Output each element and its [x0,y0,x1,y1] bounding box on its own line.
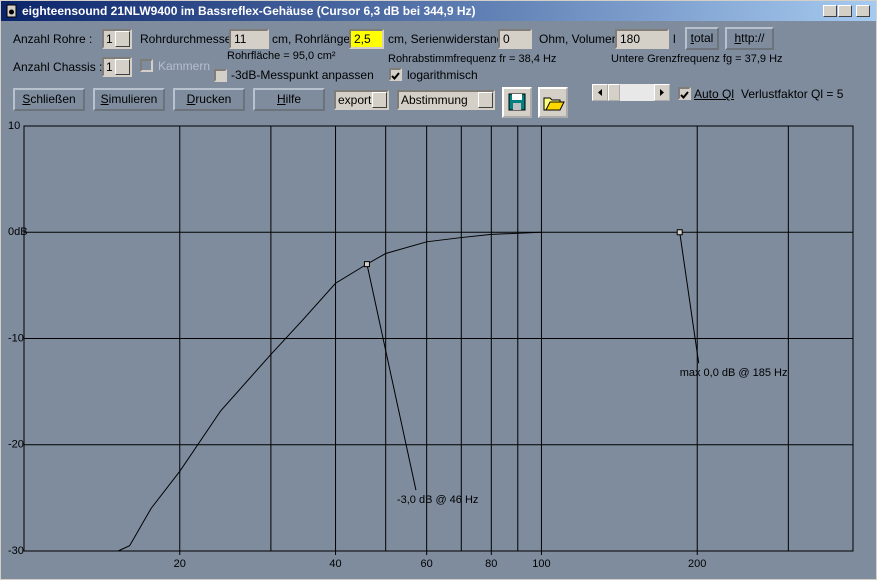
x-tick-label: 60 [421,558,433,570]
input[interactable]: 2,5 [349,29,384,49]
button[interactable]: total [685,27,719,50]
maximize-button[interactable] [838,5,852,17]
x-tick-label: 100 [532,558,550,570]
arrow-icon [660,89,664,96]
button[interactable]: Drucken [173,88,245,111]
button[interactable]: Schließen [13,88,85,111]
info-text: Rohrfläche = 95,0 cm² [227,50,336,62]
leader-line [366,264,417,491]
scroll-right[interactable] [654,84,670,101]
checkbox[interactable] [389,68,402,81]
dropdown-value: export [338,93,372,107]
arrow-icon [598,89,602,96]
dropdown-value: 1 [106,60,113,74]
y-tick-label: -20 [8,439,24,451]
y-tick-label: -10 [8,332,24,344]
label: logarithmisch [407,68,478,82]
label: Anzahl Chassis : [13,60,103,74]
annotation-label: max 0,0 dB @ 185 Hz [680,367,788,379]
input[interactable]: 0 [498,29,532,49]
dropdown[interactable]: 1 [102,57,132,77]
label: cm, Serienwiderstand [388,32,504,46]
info-text: Rohrabstimmfrequenz fr = 38,4 Hz [388,53,557,65]
input[interactable]: 180 [615,29,669,49]
label: Kammern [158,59,211,73]
info-text: Verlustfaktor Ql = 5 [741,87,844,101]
y-tick-label: 0dB [8,226,28,238]
dropdown-arrow [372,92,387,108]
button[interactable]: Simulieren [93,88,165,111]
x-tick-label: 20 [174,558,186,570]
label: Auto Ql [694,87,735,101]
annotation-marker [676,229,683,236]
x-tick-label: 40 [329,558,341,570]
save-button[interactable] [502,87,532,118]
label: l [673,32,676,46]
info-text: Untere Grenzfrequenz fg = 37,9 Hz [611,53,783,65]
window-title: eighteensound 21NLW9400 im Bassreflex-Ge… [22,4,476,18]
annotation-marker [363,261,370,268]
checkbox[interactable] [678,87,691,100]
leader-line [679,232,700,364]
label: -3dB-Messpunkt anpassen [231,68,374,82]
open-button[interactable] [538,87,568,118]
scroll-thumb[interactable] [608,84,620,101]
x-tick-label: 200 [688,558,706,570]
button[interactable]: Hilfe [253,88,325,111]
dropdown-arrow [115,59,130,75]
minimize-button[interactable] [823,5,837,17]
label: cm, Rohrlänge [272,32,351,46]
dropdown[interactable]: Abstimmung [397,90,495,110]
label: Ohm, Volumen [539,32,619,46]
annotation-label: -3,0 dB @ 46 Hz [397,494,478,506]
input[interactable]: 11 [229,29,269,49]
checkbox[interactable] [214,69,227,82]
x-tick-label: 80 [485,558,497,570]
button[interactable]: http:// [725,27,774,50]
y-tick-label: -30 [8,545,24,557]
title-bar: eighteensound 21NLW9400 im Bassreflex-Ge… [1,1,876,21]
label: Rohrdurchmesser [140,32,236,46]
response-curve [117,231,542,552]
scroll-left[interactable] [592,84,608,101]
dropdown-arrow [478,92,493,108]
y-tick-label: 10 [8,120,20,132]
save-icon [508,93,526,111]
dropdown-value: 1 [106,32,113,46]
close-button[interactable] [856,5,870,17]
scrollbar[interactable] [592,84,670,101]
dropdown[interactable]: export [334,90,389,110]
app-icon [6,4,17,18]
check-mark [680,91,689,99]
label: Anzahl Rohre : [13,32,93,46]
open-icon [543,97,565,111]
check-mark [391,72,400,80]
dropdown-arrow [115,31,130,47]
dropdown-value: Abstimmung [401,93,468,107]
checkbox[interactable] [140,59,153,72]
dropdown[interactable]: 1 [102,29,132,49]
